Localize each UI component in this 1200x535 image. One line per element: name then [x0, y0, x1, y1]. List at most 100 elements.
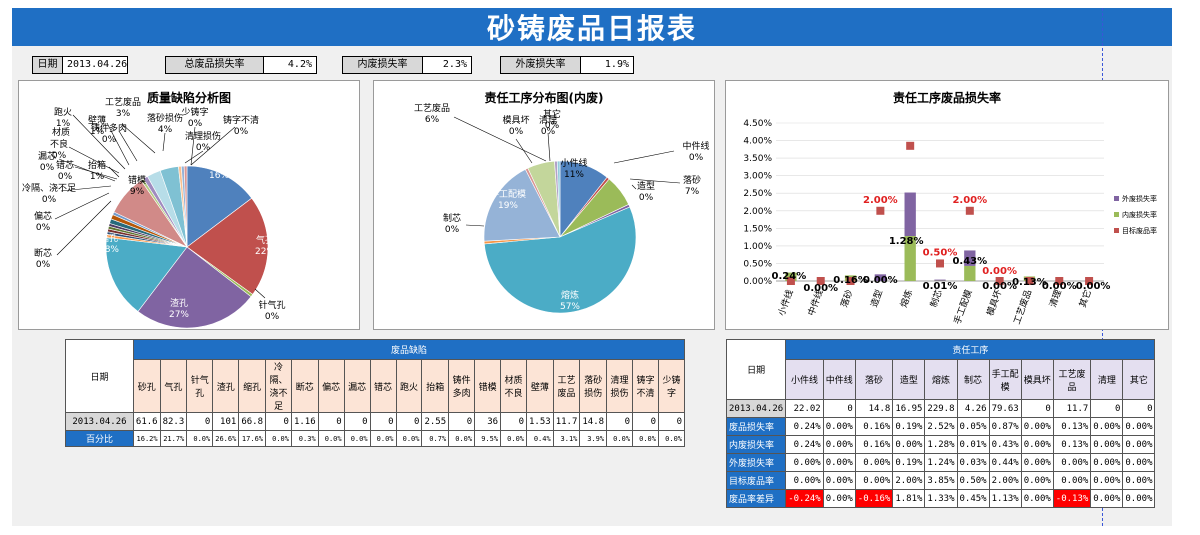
- defect-val-12[interactable]: 0: [448, 412, 476, 431]
- process-val-4[interactable]: 229.8: [924, 399, 958, 418]
- defect-val-18[interactable]: 0: [606, 412, 634, 431]
- kpi-total-value[interactable]: 4.2%: [287, 59, 312, 70]
- defect-pct-17: 3.9%: [579, 430, 608, 447]
- defect-val-16[interactable]: 11.7: [552, 412, 581, 431]
- bar-internal-6[interactable]: [964, 265, 976, 281]
- pie-slice-20[interactable]: [183, 165, 188, 248]
- pie-label-3: 造型: [637, 180, 655, 192]
- kpi-date-value[interactable]: 2013.04.26: [67, 59, 128, 70]
- target-marker-1[interactable]: [816, 277, 825, 285]
- defect-val-20[interactable]: 0: [657, 412, 686, 431]
- defect-val-15[interactable]: 1.53: [526, 412, 554, 431]
- target-marker-10[interactable]: [1085, 277, 1094, 285]
- x-tick-label: 落砂: [838, 288, 855, 309]
- y-tick-label: 4.50%: [743, 119, 772, 129]
- defect-val-14[interactable]: 0: [500, 412, 528, 431]
- target-marker-3[interactable]: [876, 206, 885, 215]
- process-rate-3-9: 0.00%: [1090, 471, 1124, 490]
- process-rate-row: 外废损失率 0.00% 0.00% 0.00% 0.19% 1.24% 0.03% 0.44%…: [725, 453, 1156, 472]
- process-val-5[interactable]: 4.26: [956, 399, 990, 418]
- defect-val-6[interactable]: 1.16: [290, 412, 319, 431]
- pie-leader-9: [547, 132, 551, 162]
- process-val-3[interactable]: 16.95: [892, 399, 926, 418]
- pie-slice-3[interactable]: [137, 246, 252, 329]
- defect-val-1[interactable]: 82.3: [159, 412, 188, 431]
- defect-val-0[interactable]: 61.6: [132, 412, 161, 431]
- process-rate-1-5: 0.01%: [956, 435, 990, 454]
- defect-val-11[interactable]: 2.55: [421, 412, 450, 431]
- bar-internal-4[interactable]: [904, 236, 916, 281]
- process-val-2[interactable]: 14.8: [854, 399, 894, 418]
- process-val-0[interactable]: 22.02: [785, 399, 824, 418]
- target-marker-7[interactable]: [995, 277, 1004, 285]
- y-tick-label: 4.00%: [743, 137, 772, 147]
- process-col-6: 手工配模: [988, 359, 1022, 400]
- target-marker-8[interactable]: [1025, 277, 1034, 285]
- defect-val-2[interactable]: 0: [186, 412, 214, 431]
- pie-pct-15: 0%: [102, 135, 117, 145]
- process-rate-3-6: 2.00%: [988, 471, 1022, 490]
- pie-leader-15: [118, 130, 138, 162]
- bar-data-label-11: 2.00%: [863, 195, 898, 206]
- pie-leader-5: [56, 200, 112, 256]
- defect-val-4[interactable]: 66.8: [238, 412, 266, 431]
- bar-external-5[interactable]: [934, 279, 946, 281]
- defect-val-9[interactable]: 0: [369, 412, 397, 431]
- process-val-7[interactable]: 0: [1020, 399, 1054, 418]
- process-pie-panel[interactable]: 责任工序分布图(内废) 小件线 11% 中件线 0% 落砂 7% 造型 0% 熔炼 57% 制芯 0%…: [373, 80, 715, 330]
- process-rate-1-3: 0.00%: [892, 435, 926, 454]
- kpi-external-value[interactable]: 1.9%: [604, 59, 629, 70]
- target-marker-2[interactable]: [846, 277, 855, 285]
- pie-slice-10[interactable]: [556, 160, 561, 238]
- process-val-10[interactable]: 0: [1122, 399, 1156, 418]
- pie-leader-16: [122, 124, 156, 154]
- pie-leader-18: [162, 132, 166, 152]
- defect-pie-panel[interactable]: 质量缺陷分析图 砂孔 16% 气孔 22% 针气孔 0% 渣孔 27% 缩孔 18% 断芯 0% 偏芯 0…: [18, 80, 360, 330]
- target-marker-4[interactable]: [906, 141, 915, 150]
- defect-col-14: 材质不良: [500, 359, 528, 413]
- pie-pct-17: 9%: [130, 187, 145, 197]
- defect-val-10[interactable]: 0: [395, 412, 423, 431]
- pie-label-14: 壁薄: [88, 114, 106, 126]
- pie-pct-18: 4%: [158, 125, 173, 135]
- defect-val-7[interactable]: 0: [317, 412, 345, 431]
- process-val-8[interactable]: 11.7: [1052, 399, 1092, 418]
- process-rate-2-8: 0.00%: [1052, 453, 1092, 472]
- pie-leader-19: [184, 150, 204, 164]
- kpi-internal-value[interactable]: 2.3%: [442, 59, 467, 70]
- defect-pct-16: 3.1%: [552, 430, 581, 447]
- defect-val-8[interactable]: 0: [343, 412, 371, 431]
- pie-slice-4[interactable]: [105, 237, 188, 312]
- target-marker-5[interactable]: [936, 259, 944, 268]
- pie-slice-4[interactable]: [483, 206, 637, 314]
- process-rate-3-3: 2.00%: [892, 471, 926, 490]
- pie-slice-1[interactable]: [186, 197, 269, 295]
- process-val-6[interactable]: 79.63: [988, 399, 1022, 418]
- bar-external-3[interactable]: [874, 274, 887, 281]
- bar-internal-0[interactable]: [785, 272, 797, 281]
- defect-val-13[interactable]: 36: [474, 412, 502, 431]
- defect-val-19[interactable]: 0: [632, 412, 659, 431]
- defect-val-17[interactable]: 14.8: [579, 412, 608, 431]
- defect-val-3[interactable]: 101: [212, 412, 240, 431]
- bar-external-4[interactable]: [904, 192, 916, 237]
- pie-pct-6: 0%: [36, 223, 51, 233]
- target-marker-6[interactable]: [965, 206, 974, 215]
- target-marker-9[interactable]: [1055, 277, 1064, 285]
- pie-slice-0[interactable]: [186, 165, 253, 248]
- bar-external-6[interactable]: [964, 250, 976, 266]
- process-val-9[interactable]: 0: [1090, 399, 1124, 418]
- pie-pct-14: 1%: [90, 127, 105, 137]
- target-marker-0[interactable]: [786, 277, 795, 285]
- process-rate-2-1: 0.00%: [822, 453, 856, 472]
- pie-leader-3: [631, 184, 637, 190]
- defect-col-15: 壁薄: [526, 359, 554, 413]
- pie-leader-6: [54, 192, 110, 220]
- process-rate-4-7: 0.00%: [1020, 489, 1054, 508]
- process-rate-1-10: 0.00%: [1122, 435, 1156, 454]
- process-val-1[interactable]: 0: [822, 399, 856, 418]
- pie-slice-6[interactable]: [483, 168, 561, 242]
- process-rate-0-9: 0.00%: [1090, 417, 1124, 436]
- defect-val-5[interactable]: 0: [265, 412, 292, 431]
- process-loss-chart-panel[interactable]: 责任工序废品损失率 0.00% 0.50% 1.00% 1.50% 2.00% 2.50%…: [725, 80, 1169, 330]
